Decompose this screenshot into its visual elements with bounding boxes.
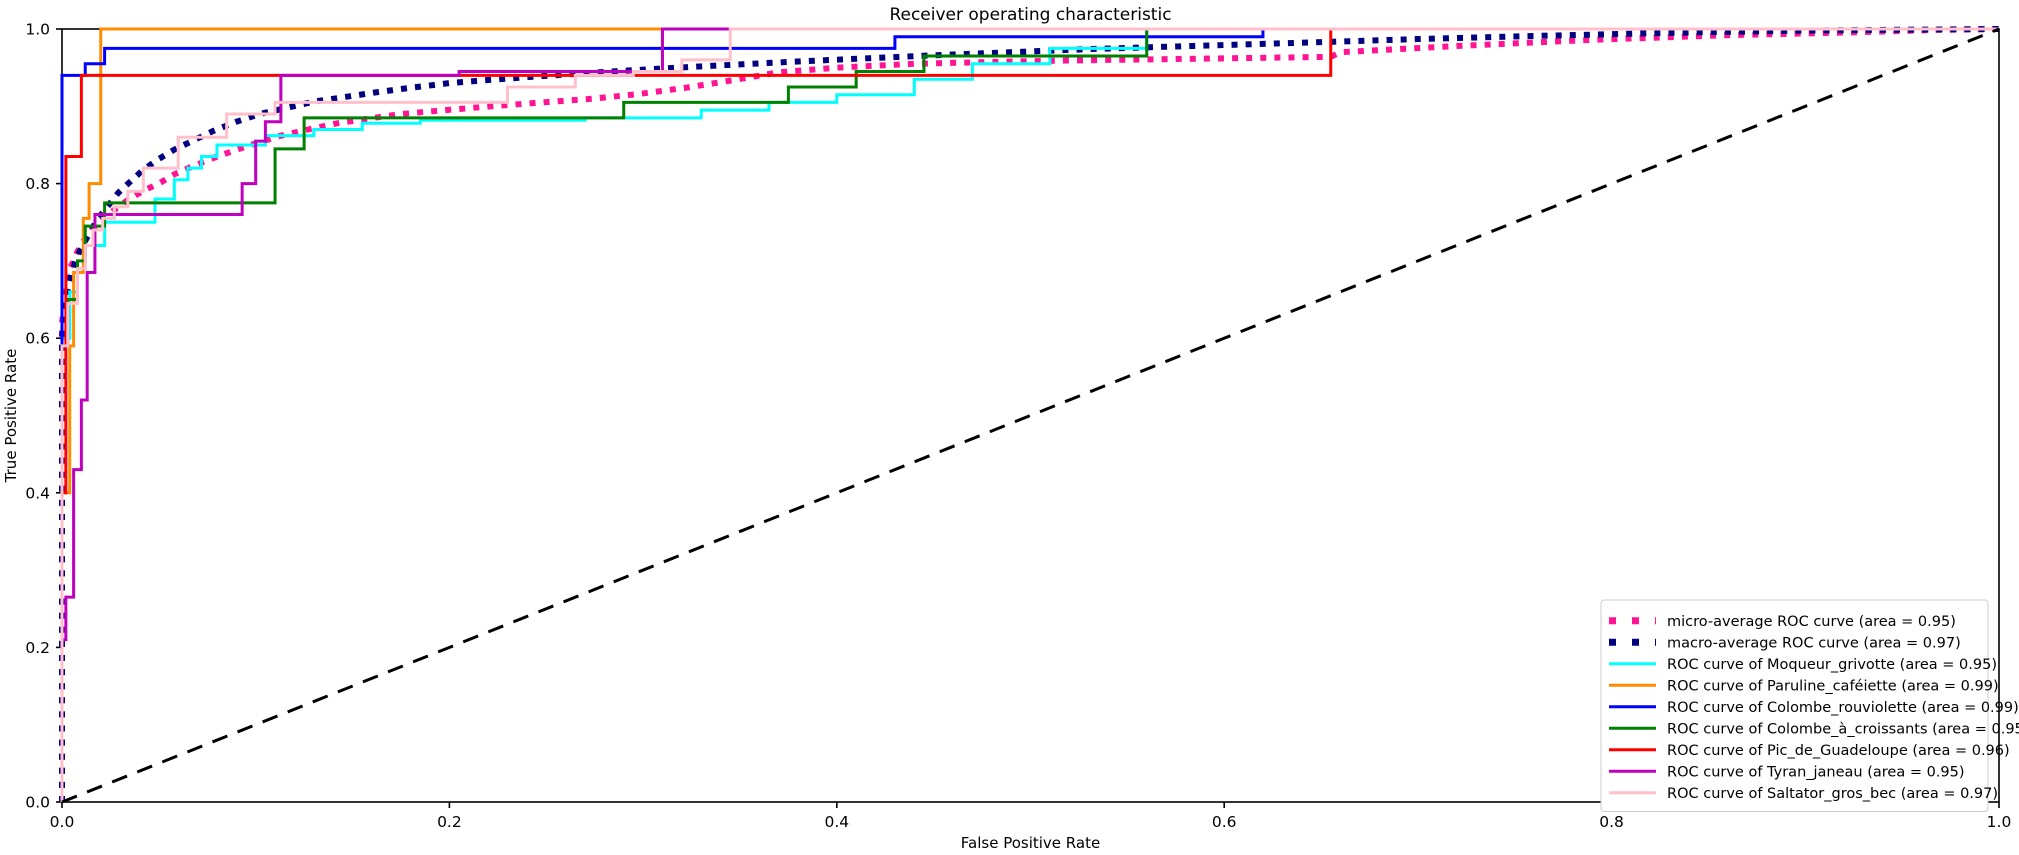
roc-curve-7 — [60, 27, 1999, 802]
y-tick-label: 0.0 — [25, 794, 50, 812]
x-tick-label: 0.2 — [437, 813, 462, 831]
legend-item-1[interactable]: macro-average ROC curve (area = 0.97) — [1609, 635, 1961, 651]
x-tick-label: 0.8 — [1599, 813, 1624, 831]
roc-curve-1 — [59, 26, 2000, 802]
legend-label: ROC curve of Paruline_caféiette (area = … — [1667, 678, 1999, 694]
legend-item-3[interactable]: ROC curve of Paruline_caféiette (area = … — [1609, 678, 1999, 694]
y-tick-label: 0.8 — [25, 175, 50, 193]
legend-label: micro-average ROC curve (area = 0.95) — [1667, 614, 1956, 630]
legend-label: ROC curve of Moqueur_grivotte (area = 0.… — [1667, 657, 1997, 673]
roc-curve-3 — [60, 27, 1999, 802]
y-tick-label: 0.6 — [25, 330, 50, 348]
legend-item-2[interactable]: ROC curve of Moqueur_grivotte (area = 0.… — [1609, 657, 1997, 673]
y-tick-label: 0.2 — [25, 639, 50, 657]
roc-curve-4 — [60, 27, 1999, 802]
chart-title: Receiver operating characteristic — [889, 5, 1171, 25]
x-tick-label: 0.6 — [1212, 813, 1237, 831]
y-tick-label: 0.4 — [25, 484, 50, 502]
y-tick-label: 1.0 — [25, 21, 50, 39]
chance-diagonal-line — [61, 27, 2000, 804]
x-tick-label: 0.0 — [50, 813, 75, 831]
legend-item-6[interactable]: ROC curve of Pic_de_Guadeloupe (area = 0… — [1609, 743, 2010, 759]
legend-label: ROC curve of Tyran_janeau (area = 0.95) — [1667, 764, 1965, 780]
x-tick-label: 0.4 — [824, 813, 849, 831]
chance-diagonal — [61, 27, 2000, 804]
x-axis-label: False Positive Rate — [961, 834, 1100, 852]
legend-box — [1600, 599, 1989, 812]
y-axis-label: True Positive Rate — [2, 349, 20, 484]
legend-label: macro-average ROC curve (area = 0.97) — [1667, 635, 1961, 651]
legend-item-7[interactable]: ROC curve of Tyran_janeau (area = 0.95) — [1609, 764, 1965, 780]
legend-item-8[interactable]: ROC curve of Saltator_gros_bec (area = 0… — [1609, 786, 1998, 802]
legend-item-5[interactable]: ROC curve of Colombe_à_croissants (area … — [1609, 721, 2019, 737]
axis-labels: Receiver operating characteristic False P… — [2, 5, 1172, 852]
legend-label: ROC curve of Colombe_rouviolette (area =… — [1667, 700, 2019, 716]
legend-item-4[interactable]: ROC curve of Colombe_rouviolette (area =… — [1609, 700, 2019, 716]
legend-label: ROC curve of Pic_de_Guadeloupe (area = 0… — [1667, 743, 2010, 759]
legend-label: ROC curve of Saltator_gros_bec (area = 0… — [1667, 786, 1998, 802]
legend: micro-average ROC curve (area = 0.95) mac… — [1600, 599, 2019, 812]
axis-ticks: 0.0 0.2 0.4 0.6 0.8 1.0 0.0 0.2 0.4 0.6 0.8 1.0 — [25, 21, 2011, 832]
legend-label: ROC curve of Colombe_à_croissants (area … — [1667, 721, 2019, 737]
x-tick-label: 1.0 — [1987, 813, 2012, 831]
legend-item-0[interactable]: micro-average ROC curve (area = 0.95) — [1609, 614, 1956, 630]
curves-layer — [59, 26, 2000, 802]
roc-curve-8 — [60, 27, 1999, 802]
